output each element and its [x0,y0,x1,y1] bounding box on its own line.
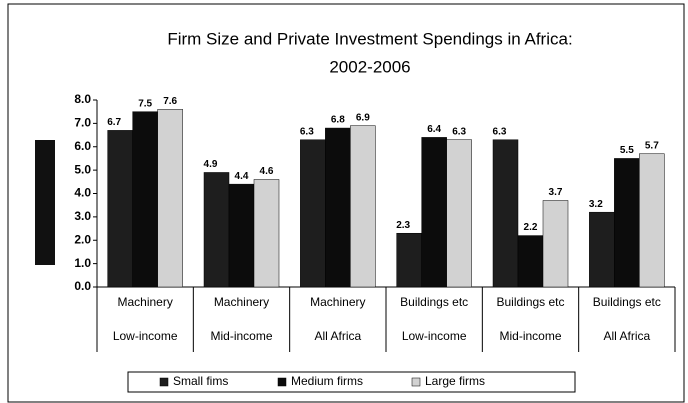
x-tick-label: Buildings etc [593,295,661,309]
bar [228,183,255,288]
y-tick-label: 1.0 [74,256,91,270]
value-label: 4.4 [235,171,249,182]
bar [492,139,519,288]
x-tick-label: Mid-income [499,329,561,343]
bar [253,179,280,288]
value-label: 6.3 [493,126,507,137]
x-tick-label: All Africa [603,329,650,343]
y-tick-label: 2.0 [74,232,91,246]
x-tick-label: Mid-income [210,329,272,343]
bar [350,125,376,288]
x-tick-label: Low-income [402,329,467,343]
chart-title: Firm Size and Private Investment Spendin… [167,29,572,48]
value-label: 5.5 [620,145,634,156]
bar [300,139,326,288]
legend-label: Small fims [173,374,228,388]
bar [589,211,615,288]
bar [396,232,422,288]
value-label: 6.9 [356,112,370,123]
legend-swatch [159,377,169,387]
value-label: 6.3 [300,126,314,137]
value-label: 3.7 [549,187,563,198]
value-label: 7.5 [138,98,152,109]
value-label: 4.9 [204,159,218,170]
x-tick-label: Buildings etc [496,295,564,309]
y-tick-label: 6.0 [74,139,91,153]
value-label: 5.7 [645,140,659,151]
value-label: 6.3 [452,126,466,137]
chart-frame [7,3,685,403]
y-tick-label: 7.0 [74,116,91,130]
legend-label: Large firms [425,374,485,388]
x-tick-label: Low-income [113,329,178,343]
y-tick-label: 5.0 [74,162,91,176]
bar [517,235,544,288]
bar [639,153,665,288]
bar [157,109,183,288]
value-label: 4.6 [260,166,274,177]
bar [614,158,640,288]
value-label: 3.2 [589,199,603,210]
x-tick-label: Buildings etc [400,295,468,309]
value-label: 6.7 [107,117,121,128]
legend-label: Medium firms [291,374,363,388]
x-tick-label: Machinery [310,295,365,309]
value-label: 2.2 [524,222,538,233]
x-tick-label: Machinery [117,295,172,309]
legend-swatch [411,377,421,387]
y-tick-label: 0.0 [74,279,91,293]
chart-title: 2002-2006 [329,57,410,76]
bar [421,137,447,288]
y-axis-label-block [35,140,55,265]
y-tick-label: 4.0 [74,186,91,200]
bar [446,139,472,288]
y-tick-label: 8.0 [74,92,91,106]
bar [203,172,230,288]
value-label: 6.4 [427,124,441,135]
bar [325,127,351,288]
value-label: 7.6 [163,96,177,107]
legend-swatch [277,377,287,387]
bar [132,111,158,288]
x-tick-label: All Africa [314,329,361,343]
value-label: 6.8 [331,115,345,126]
legend-box [127,371,576,393]
value-label: 2.3 [396,220,410,231]
bar [107,130,133,288]
bar [542,200,569,288]
y-tick-label: 3.0 [74,209,91,223]
x-tick-label: Machinery [214,295,269,309]
